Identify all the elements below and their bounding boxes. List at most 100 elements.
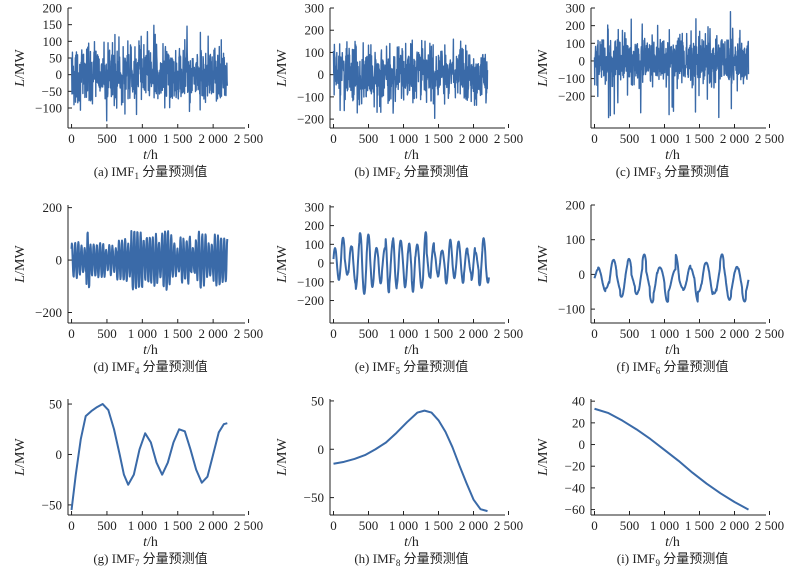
y-tick-label: 100 — [566, 36, 586, 51]
y-tick-label: 100 — [305, 45, 325, 60]
series-line — [70, 24, 228, 122]
x-tick-label: 1 000 — [389, 131, 418, 146]
chart-d: −200 0 200 0 500 1 000 1 500 2 000 2 500 t/h L/MW (… — [13, 200, 263, 376]
y-tick-label: 0 — [579, 53, 586, 68]
x-tick-label: 2 500 — [494, 326, 523, 341]
y-tick-label: −40 — [565, 480, 585, 495]
y-tick-label: 20 — [572, 415, 585, 430]
x-tick-label: 500 — [97, 518, 117, 533]
x-tick-label: 1 500 — [163, 326, 192, 341]
x-tick-label: 500 — [97, 131, 117, 146]
y-tick-label: −100 — [297, 274, 324, 289]
chart-i: −60 −40 −20 0 20 40 0 500 1 000 1 500 2 000 2 500 t/… — [536, 394, 784, 568]
y-axis-label: L/MW — [13, 49, 28, 88]
x-axis-label: t/h — [143, 535, 158, 550]
y-tick-label: −100 — [558, 302, 585, 317]
x-tick-label: 1 000 — [389, 326, 418, 341]
x-tick-label: 1 000 — [650, 518, 679, 533]
x-axis-label: t/h — [665, 343, 680, 358]
x-axis-label: t/h — [143, 148, 158, 163]
y-tick-label: −200 — [297, 293, 324, 308]
y-tick-label: 0 — [318, 67, 325, 82]
x-tick-label: 2 000 — [459, 518, 488, 533]
y-tick-label: 200 — [566, 198, 586, 213]
x-axis-label: t/h — [404, 535, 419, 550]
x-tick-label: 1 500 — [424, 131, 453, 146]
y-axis-label: L/MW — [536, 49, 551, 88]
x-tick-label: 500 — [620, 326, 640, 341]
y-tick-label: 200 — [566, 18, 586, 33]
x-tick-label: 1 000 — [128, 326, 157, 341]
y-tick-label: 300 — [305, 199, 325, 214]
x-tick-label: 500 — [97, 326, 117, 341]
panel-caption: (f) IMF6 分量预测值 — [616, 359, 728, 376]
x-tick-label: 0 — [68, 518, 75, 533]
y-tick-label: 0 — [56, 447, 63, 462]
panel-caption: (h) IMF8 分量预测值 — [354, 551, 468, 568]
y-tick-label: 40 — [572, 394, 585, 409]
y-tick-label: −100 — [35, 101, 62, 116]
x-axis-label: t/h — [665, 535, 680, 550]
y-tick-label: −50 — [42, 497, 62, 512]
y-tick-label: 0 — [56, 67, 63, 82]
y-tick-label: 0 — [318, 442, 325, 457]
x-axis-label: t/h — [143, 343, 158, 358]
y-axis-label: L/MW — [536, 245, 551, 284]
panel-caption: (e) IMF5 分量预测值 — [355, 359, 469, 376]
y-tick-label: 50 — [49, 51, 62, 66]
x-tick-label: 0 — [591, 518, 598, 533]
x-tick-label: 1 000 — [128, 131, 157, 146]
x-tick-label: 0 — [68, 326, 75, 341]
y-tick-label: 150 — [43, 17, 63, 32]
x-tick-label: 2 500 — [234, 326, 263, 341]
y-tick-label: −200 — [558, 89, 585, 104]
x-tick-label: 1 500 — [685, 518, 714, 533]
y-tick-label: −60 — [565, 502, 585, 517]
x-tick-label: 2 500 — [755, 131, 784, 146]
x-axis-label: t/h — [665, 148, 680, 163]
series-line — [593, 10, 750, 119]
x-tick-label: 2 000 — [199, 518, 228, 533]
series-line — [594, 407, 749, 511]
x-tick-label: 0 — [330, 518, 337, 533]
y-tick-label: −100 — [297, 89, 324, 104]
x-tick-label: 1 500 — [685, 326, 714, 341]
x-tick-label: 2 000 — [199, 131, 228, 146]
y-axis-label: L/MW — [275, 438, 290, 477]
y-tick-label: −50 — [42, 84, 62, 99]
x-tick-label: 2 500 — [494, 518, 523, 533]
x-tick-label: 0 — [591, 131, 598, 146]
series-line — [332, 38, 489, 120]
x-tick-label: 2 000 — [720, 518, 749, 533]
x-tick-label: 0 — [330, 131, 337, 146]
series-line — [332, 231, 490, 295]
y-tick-label: −50 — [304, 490, 324, 505]
x-tick-label: 500 — [359, 518, 379, 533]
x-tick-label: 1 000 — [128, 518, 157, 533]
y-axis-label: L/MW — [275, 49, 290, 88]
y-tick-label: 0 — [56, 253, 63, 268]
y-tick-label: 0 — [579, 267, 586, 282]
x-axis-label: t/h — [404, 343, 419, 358]
panel-caption: (b) IMF2 分量预测值 — [354, 164, 468, 181]
y-tick-label: 50 — [49, 397, 62, 412]
x-tick-label: 2 000 — [459, 131, 488, 146]
x-tick-label: 2 000 — [459, 326, 488, 341]
y-axis-label: L/MW — [13, 438, 28, 477]
x-tick-label: 0 — [68, 131, 75, 146]
y-tick-label: 0 — [579, 437, 586, 452]
x-tick-label: 1 500 — [424, 518, 453, 533]
panel-caption: (g) IMF7 分量预测值 — [93, 551, 207, 568]
x-tick-label: 500 — [620, 518, 640, 533]
y-tick-label: −200 — [297, 112, 324, 127]
y-tick-label: 200 — [305, 23, 325, 38]
x-tick-label: 500 — [620, 131, 640, 146]
